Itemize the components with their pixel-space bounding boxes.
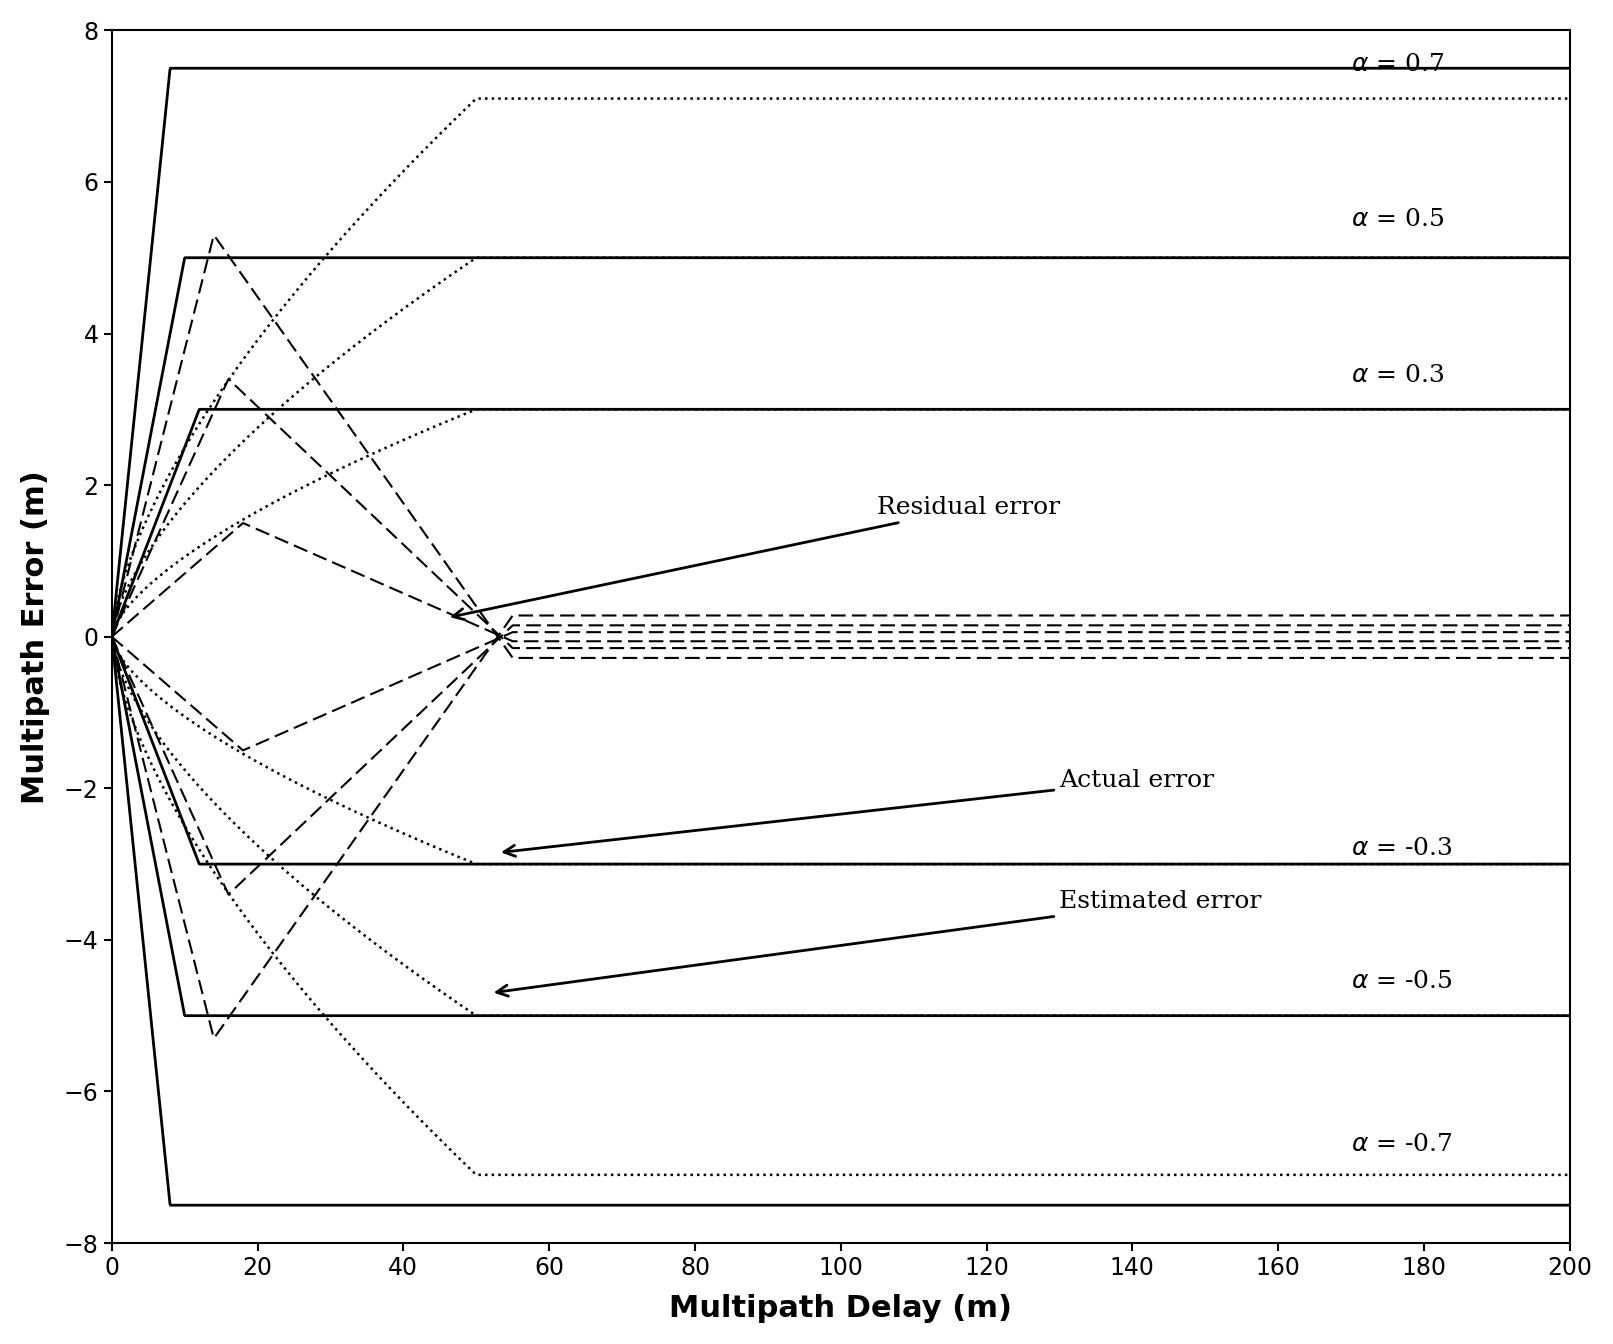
- Text: Actual error: Actual error: [503, 769, 1215, 856]
- Text: $\alpha$ = 0.7: $\alpha$ = 0.7: [1352, 52, 1444, 77]
- X-axis label: Multipath Delay (m): Multipath Delay (m): [669, 1294, 1013, 1322]
- Text: $\alpha$ = -0.7: $\alpha$ = -0.7: [1352, 1133, 1453, 1156]
- Text: $\alpha$ = 0.3: $\alpha$ = 0.3: [1352, 364, 1444, 387]
- Text: $\alpha$ = 0.5: $\alpha$ = 0.5: [1352, 208, 1444, 231]
- Y-axis label: Multipath Error (m): Multipath Error (m): [21, 470, 50, 804]
- Text: $\alpha$ = -0.5: $\alpha$ = -0.5: [1352, 970, 1453, 993]
- Text: Estimated error: Estimated error: [497, 891, 1261, 996]
- Text: $\alpha$ = -0.3: $\alpha$ = -0.3: [1352, 837, 1453, 860]
- Text: Residual error: Residual error: [453, 496, 1060, 620]
